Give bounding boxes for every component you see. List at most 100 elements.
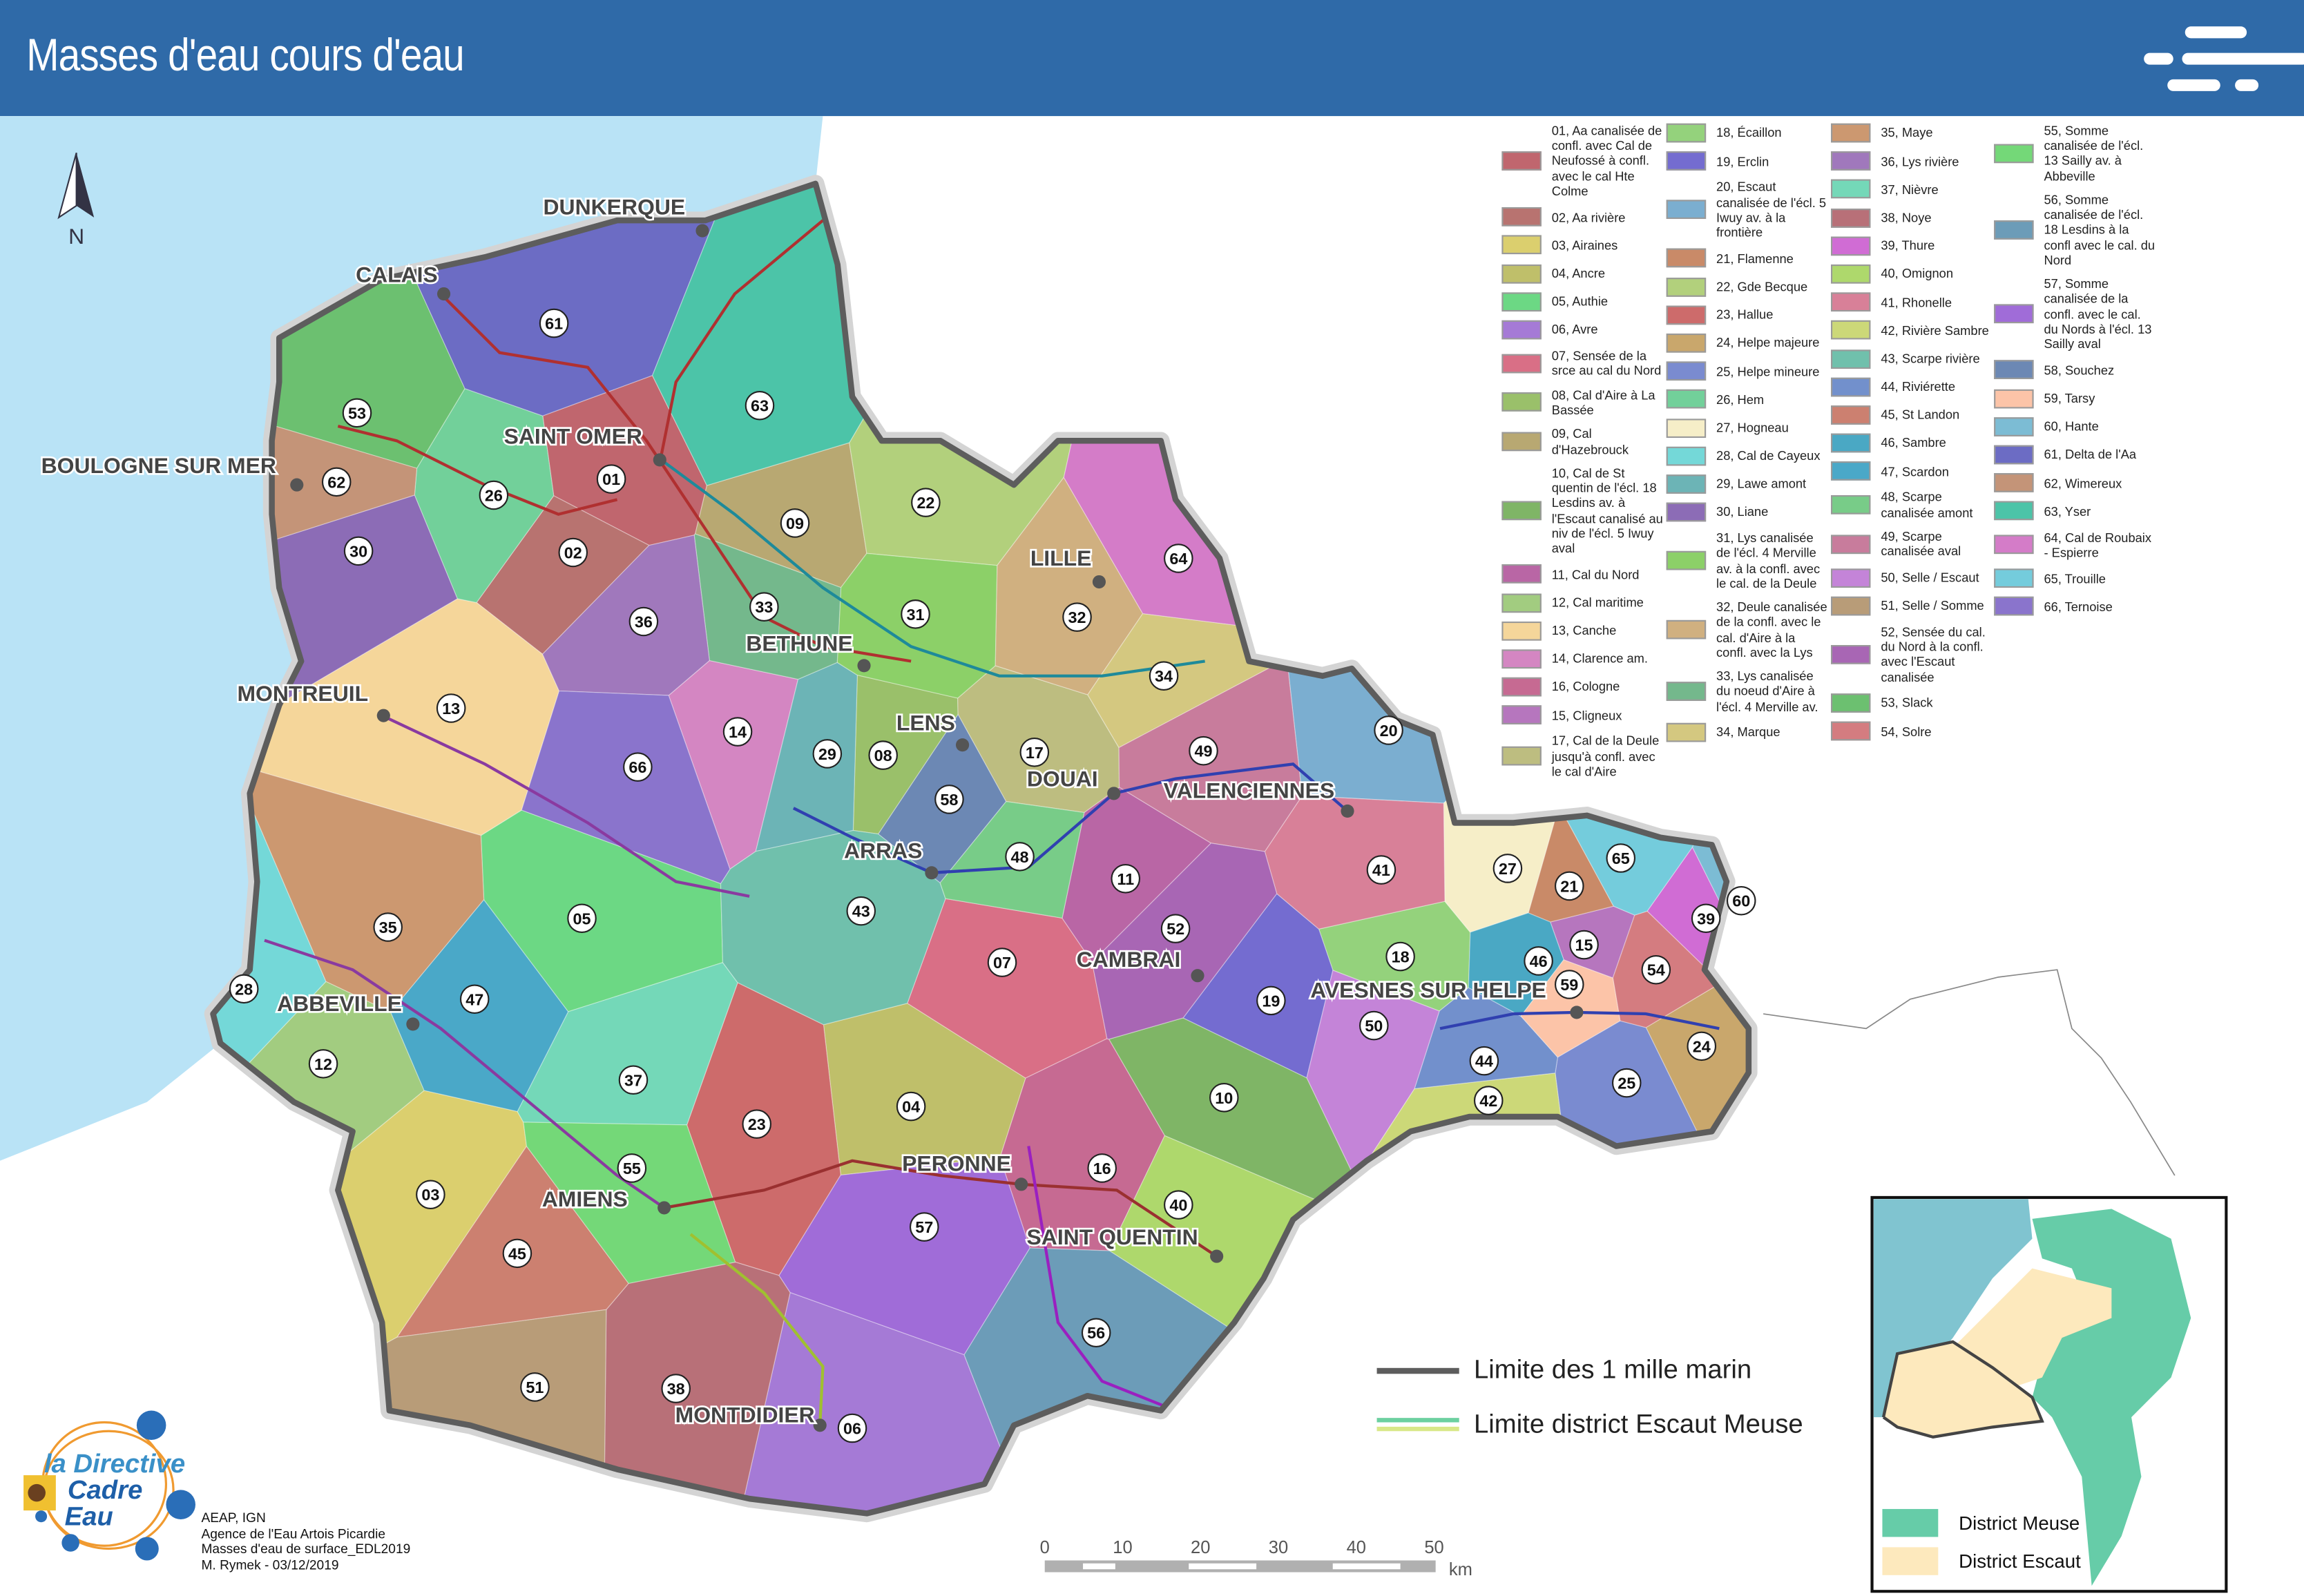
water-body-label-36[interactable]: 36 <box>628 606 659 637</box>
water-body-label-35[interactable]: 35 <box>373 912 403 942</box>
water-body-number: 27 <box>1499 860 1517 878</box>
water-body-label-27[interactable]: 27 <box>1492 854 1523 883</box>
water-body-number: 40 <box>1169 1196 1187 1214</box>
water-body-label-66[interactable]: 66 <box>623 752 653 782</box>
water-body-label-32[interactable]: 32 <box>1062 602 1092 632</box>
water-body-label-55[interactable]: 55 <box>617 1153 647 1183</box>
water-body-label-04[interactable]: 04 <box>896 1091 926 1122</box>
water-body-label-37[interactable]: 37 <box>618 1065 649 1095</box>
water-body-area-35[interactable] <box>231 762 485 1013</box>
water-body-label-43[interactable]: 43 <box>846 896 876 926</box>
water-body-label-54[interactable]: 54 <box>1641 954 1671 985</box>
water-body-label-53[interactable]: 53 <box>342 398 372 428</box>
water-body-label-03[interactable]: 03 <box>416 1180 445 1210</box>
water-body-area-50[interactable] <box>1306 970 1440 1180</box>
water-body-label-15[interactable]: 15 <box>1569 930 1599 960</box>
water-body-label-13[interactable]: 13 <box>436 693 466 723</box>
water-body-label-51[interactable]: 51 <box>520 1372 550 1402</box>
inset-legend-meuse: District Meuse <box>1882 1509 2080 1537</box>
water-body-label-38[interactable]: 38 <box>661 1374 691 1403</box>
water-body-label-57[interactable]: 57 <box>909 1212 939 1242</box>
water-body-label-21[interactable]: 21 <box>1555 871 1584 901</box>
water-body-label-33[interactable]: 33 <box>749 592 779 622</box>
water-body-label-05[interactable]: 05 <box>567 903 597 934</box>
water-body-number: 26 <box>485 487 503 505</box>
water-body-label-59[interactable]: 59 <box>1555 970 1584 999</box>
water-body-label-07[interactable]: 07 <box>987 948 1017 977</box>
water-body-label-10[interactable]: 10 <box>1209 1083 1239 1113</box>
legend-swatch-icon <box>1666 474 1707 494</box>
water-body-label-02[interactable]: 02 <box>558 537 588 568</box>
legend-label: 15, Cligneux <box>1551 707 1622 723</box>
water-body-area-43[interactable] <box>720 829 946 1026</box>
water-body-label-30[interactable]: 30 <box>343 536 374 566</box>
water-body-label-50[interactable]: 50 <box>1359 1010 1389 1041</box>
water-body-area-55[interactable] <box>523 1122 736 1285</box>
legend-item-23: 23, Hallue <box>1666 305 1828 325</box>
water-body-label-20[interactable]: 20 <box>1374 715 1403 745</box>
scale-tick-label: 30 <box>1268 1537 1289 1558</box>
water-body-label-28[interactable]: 28 <box>229 974 259 1004</box>
water-body-label-29[interactable]: 29 <box>812 739 843 769</box>
city-label: CALAIS <box>356 262 438 287</box>
water-body-area-16[interactable] <box>999 1038 1166 1251</box>
water-body-area-57[interactable] <box>778 1157 1030 1356</box>
water-body-label-22[interactable]: 22 <box>911 488 941 517</box>
water-body-label-31[interactable]: 31 <box>901 599 930 629</box>
water-body-area-66[interactable] <box>521 690 731 885</box>
water-body-label-19[interactable]: 19 <box>1256 986 1286 1016</box>
svg-text:Eau: Eau <box>65 1501 113 1531</box>
water-body-label-06[interactable]: 06 <box>837 1413 867 1443</box>
water-body-area-24[interactable] <box>1645 982 1836 1417</box>
water-body-label-16[interactable]: 16 <box>1087 1153 1117 1183</box>
water-body-area-52[interactable] <box>1091 843 1278 1040</box>
water-body-label-60[interactable]: 60 <box>1726 885 1756 916</box>
water-body-label-01[interactable]: 01 <box>596 464 626 494</box>
water-body-label-17[interactable]: 17 <box>1019 738 1050 767</box>
water-body-label-61[interactable]: 61 <box>539 308 569 338</box>
water-body-label-64[interactable]: 64 <box>1164 544 1193 573</box>
water-body-number: 01 <box>602 470 620 488</box>
water-body-label-46[interactable]: 46 <box>1524 946 1553 976</box>
legend-item-44: 44, Riviérette <box>1830 377 1993 396</box>
water-body-label-24[interactable]: 24 <box>1687 1031 1717 1061</box>
water-body-label-58[interactable]: 58 <box>934 785 964 814</box>
legend-item-01: 01, Aa canalisée de confl. avec Cal de N… <box>1501 124 1663 199</box>
legend-swatch-icon <box>1501 564 1542 584</box>
legend-swatch-icon <box>1994 535 2034 555</box>
water-body-label-40[interactable]: 40 <box>1164 1190 1193 1220</box>
water-body-label-45[interactable]: 45 <box>502 1238 532 1269</box>
water-body-label-48[interactable]: 48 <box>1005 842 1035 872</box>
water-body-label-12[interactable]: 12 <box>308 1049 338 1079</box>
water-body-label-63[interactable]: 63 <box>745 390 775 421</box>
water-body-label-25[interactable]: 25 <box>1611 1068 1642 1098</box>
water-body-label-41[interactable]: 41 <box>1366 855 1396 885</box>
water-body-number: 36 <box>635 613 653 631</box>
city-marker-icon <box>1015 1177 1028 1191</box>
water-body-label-09[interactable]: 09 <box>780 508 810 538</box>
legend-district-limit: Limite district Escaut Meuse <box>1376 1409 1803 1440</box>
water-body-label-23[interactable]: 23 <box>742 1109 771 1139</box>
legend-item-17: 17, Cal de la Deule jusqu'à confl. avec … <box>1501 734 1663 779</box>
water-body-label-49[interactable]: 49 <box>1189 735 1218 766</box>
water-body-label-44[interactable]: 44 <box>1469 1046 1499 1076</box>
water-body-label-08[interactable]: 08 <box>868 740 898 770</box>
water-body-label-39[interactable]: 39 <box>1691 903 1721 934</box>
water-body-label-11[interactable]: 11 <box>1111 864 1141 894</box>
city-marker-icon <box>695 224 709 238</box>
water-body-label-52[interactable]: 52 <box>1160 914 1191 943</box>
water-body-area-32[interactable] <box>995 477 1144 695</box>
water-body-label-47[interactable]: 47 <box>459 984 490 1015</box>
water-body-label-26[interactable]: 26 <box>479 480 509 510</box>
water-body-label-65[interactable]: 65 <box>1606 843 1636 873</box>
water-body-label-62[interactable]: 62 <box>321 467 352 497</box>
water-body-label-14[interactable]: 14 <box>722 717 753 747</box>
water-body-label-18[interactable]: 18 <box>1385 941 1415 972</box>
legend-item-30: 30, Liane <box>1666 502 1828 522</box>
water-body-label-56[interactable]: 56 <box>1081 1318 1111 1348</box>
water-body-area-59[interactable] <box>1520 959 1621 1058</box>
scale-tick-label: 0 <box>1039 1537 1050 1558</box>
water-body-label-42[interactable]: 42 <box>1473 1086 1504 1115</box>
water-body-number: 55 <box>623 1160 641 1177</box>
water-body-label-34[interactable]: 34 <box>1149 661 1179 691</box>
